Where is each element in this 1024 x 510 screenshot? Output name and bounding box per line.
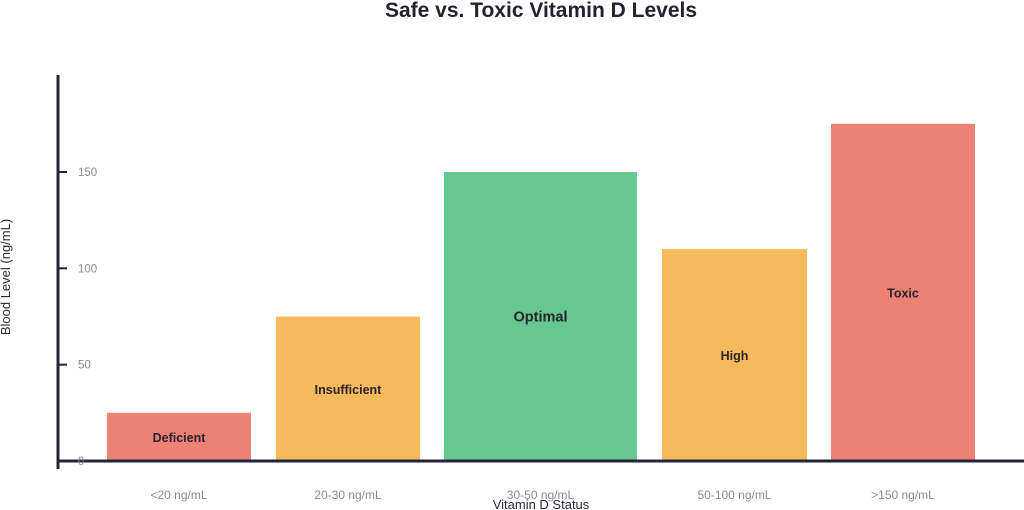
y-tick-label: 100 bbox=[78, 263, 97, 275]
bar-deficient bbox=[107, 412, 251, 461]
y-axis-title: Blood Level (ng/mL) bbox=[0, 219, 13, 335]
x-category-labels: <20 ng/mL 20-30 ng/mL 30-50 ng/mL 50-100 ng… bbox=[150, 488, 935, 502]
chart-title: Safe vs. Toxic Vitamin D Levels bbox=[385, 0, 697, 22]
bar-label: Toxic bbox=[887, 286, 919, 300]
x-tick-label: <20 ng/mL bbox=[150, 488, 207, 502]
x-tick-label: 30-50 ng/mL bbox=[507, 488, 575, 502]
x-tick-label: 20-30 ng/mL bbox=[314, 488, 382, 502]
x-tick-label: 50-100 ng/mL bbox=[697, 488, 771, 502]
bar-label: Insufficient bbox=[315, 383, 383, 397]
bar-toxic bbox=[831, 123, 975, 461]
bar-high bbox=[662, 249, 807, 461]
bar-label: Optimal bbox=[514, 310, 568, 326]
y-tick-label: 50 bbox=[78, 360, 91, 372]
bar-label: High bbox=[721, 349, 749, 363]
y-tick-label: 150 bbox=[78, 167, 97, 179]
x-axis-title: Vitamin D Status bbox=[493, 497, 590, 510]
axes-group: 0 50 100 150 bbox=[56, 75, 1024, 469]
x-tick-label: >150 ng/mL bbox=[871, 488, 935, 502]
y-ticks: 0 50 100 150 bbox=[58, 167, 97, 468]
bar-insufficient bbox=[276, 316, 420, 461]
bars-group: Deficient Insufficient Optimal High Toxic bbox=[107, 123, 975, 461]
bar-optimal bbox=[444, 172, 637, 461]
y-tick-label: 0 bbox=[78, 456, 84, 468]
bar-label: Deficient bbox=[153, 431, 207, 445]
